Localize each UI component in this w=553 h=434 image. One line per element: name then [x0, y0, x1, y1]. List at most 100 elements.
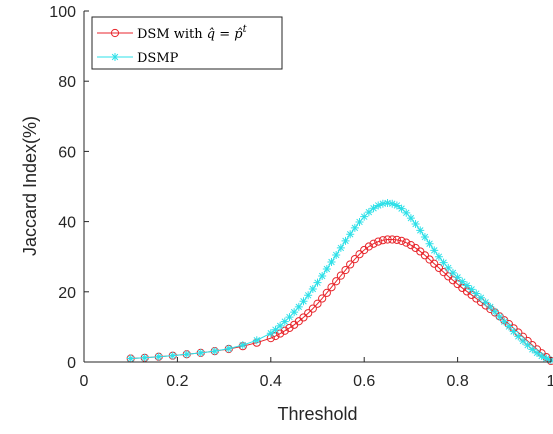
data-point-1-8	[238, 341, 247, 350]
legend-items	[97, 28, 133, 61]
data-point-1-63	[514, 332, 523, 341]
x-tick-label-2: 0.4	[260, 373, 282, 390]
data-point-1-7	[224, 344, 233, 353]
data-point-0-26	[341, 265, 350, 275]
data-point-0-44	[425, 255, 434, 264]
data-point-0-12	[276, 329, 285, 338]
legend-label-dsm: DSM with q̂ = p̂t	[137, 24, 248, 42]
data-point-1-31	[364, 208, 373, 217]
data-point-1-65	[523, 341, 532, 350]
legend-box	[91, 16, 283, 70]
series-1	[126, 198, 553, 365]
data-point-1-60	[500, 317, 509, 326]
axes-layer	[83, 11, 551, 363]
data-point-1-21	[318, 272, 327, 281]
data-point-1-51	[458, 277, 467, 286]
data-point-1-68	[537, 352, 546, 361]
data-point-1-1	[140, 353, 149, 362]
data-point-1-37	[392, 201, 401, 210]
data-point-0-21	[318, 294, 327, 303]
data-point-1-44	[425, 239, 434, 248]
data-point-1-66	[528, 345, 537, 354]
data-point-0-35	[383, 235, 392, 244]
data-point-1-29	[355, 217, 364, 226]
y-tick-label-2: 40	[58, 215, 76, 232]
data-point-1-62	[509, 327, 518, 336]
y-tick-label-5: 100	[49, 4, 76, 21]
data-point-1-39	[402, 208, 411, 217]
data-point-1-67	[532, 348, 541, 357]
data-point-1-5	[196, 348, 205, 357]
data-point-1-22	[322, 264, 331, 273]
data-point-1-12	[276, 321, 285, 330]
x-tick-label-3: 0.6	[353, 373, 375, 390]
x-tick-label-0: 0	[80, 373, 89, 390]
data-point-0-38	[397, 236, 406, 246]
y-tick-label-4: 80	[58, 74, 76, 91]
data-point-1-23	[327, 257, 336, 266]
data-point-1-61	[504, 322, 513, 331]
data-point-1-33	[374, 201, 383, 210]
data-point-1-64	[518, 336, 527, 345]
legend-marker-0	[110, 28, 120, 38]
data-point-1-43	[420, 233, 429, 242]
data-point-1-54	[472, 289, 481, 298]
data-point-1-27	[346, 230, 355, 239]
x-tick-label-5: 1	[547, 373, 553, 390]
ticks-layer: 0 0.2 0.4 0.6 0.8 1 0 20 40 60 80 100	[49, 4, 553, 390]
data-point-0-20	[313, 299, 322, 308]
data-point-1-47	[439, 258, 448, 267]
data-point-0-27	[346, 260, 355, 269]
data-point-0-24	[332, 277, 341, 286]
data-point-1-56	[481, 298, 490, 307]
data-point-0-37	[392, 235, 401, 244]
data-point-1-49	[448, 268, 457, 277]
data-point-0-17	[299, 313, 308, 322]
data-point-1-58	[490, 307, 499, 316]
data-point-0-47	[439, 268, 448, 277]
data-point-0-19	[308, 304, 317, 313]
data-point-1-18	[304, 291, 313, 300]
data-point-1-2	[154, 352, 163, 361]
data-point-1-20	[313, 278, 322, 287]
data-point-1-19	[308, 284, 317, 293]
data-point-1-52	[462, 281, 471, 290]
data-point-1-11	[271, 325, 280, 334]
legend: DSM with q̂ = p̂t DSMP	[91, 16, 283, 70]
series-layer	[126, 198, 553, 366]
y-tick-label-0: 0	[67, 355, 76, 372]
data-point-0-46	[434, 263, 444, 273]
data-point-1-13	[280, 317, 289, 326]
data-point-1-32	[369, 204, 378, 213]
data-point-0-33	[374, 237, 383, 246]
data-point-1-34	[378, 199, 387, 208]
data-point-1-57	[486, 302, 495, 311]
legend-marker-1	[111, 53, 119, 61]
data-point-0-39	[402, 238, 411, 247]
data-point-1-17	[299, 297, 308, 306]
data-point-0-13	[280, 326, 289, 335]
x-tick-label-1: 0.2	[166, 373, 188, 390]
legend-label-dsmp: DSMP	[137, 51, 179, 66]
data-point-0-31	[364, 242, 373, 251]
data-point-1-46	[434, 252, 443, 261]
data-point-1-14	[285, 313, 294, 322]
y-tick-label-3: 60	[58, 144, 76, 161]
data-point-1-6	[210, 347, 219, 356]
data-point-0-45	[430, 259, 439, 268]
data-point-1-42	[416, 226, 425, 235]
data-point-1-48	[444, 263, 453, 272]
data-point-1-24	[332, 250, 341, 259]
data-point-1-59	[495, 312, 504, 321]
data-point-1-4	[182, 350, 191, 359]
data-point-1-26	[341, 236, 350, 245]
x-tick-label-4: 0.8	[446, 373, 468, 390]
data-point-1-40	[406, 214, 415, 223]
data-point-1-36	[388, 199, 397, 208]
x-axis-title: Threshold	[277, 404, 357, 424]
data-point-0-43	[420, 251, 430, 260]
data-point-0-22	[322, 288, 331, 297]
data-point-1-50	[453, 273, 462, 282]
data-point-0-34	[378, 236, 387, 245]
